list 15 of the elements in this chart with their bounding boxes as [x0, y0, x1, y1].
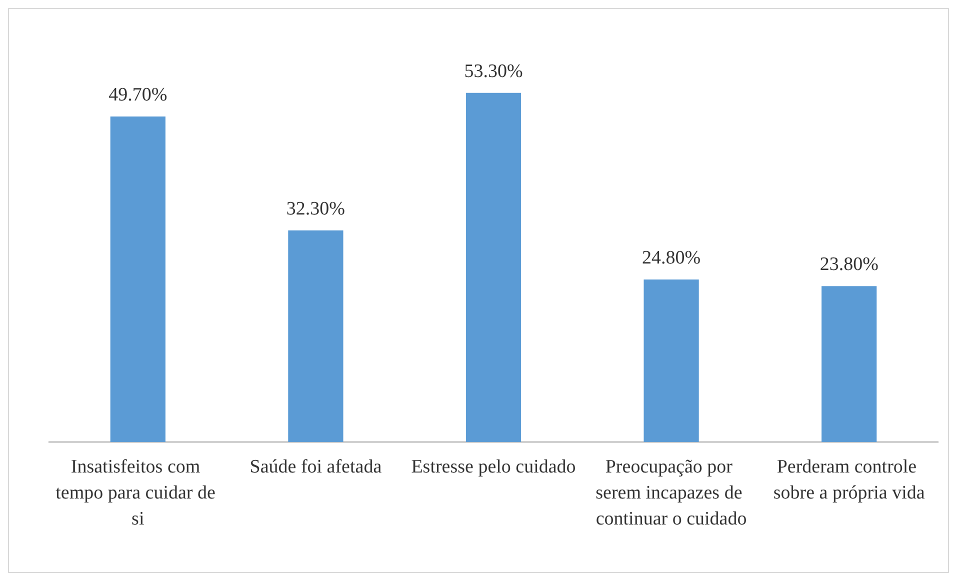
- data-label: 53.30%: [464, 60, 523, 82]
- data-label: 23.80%: [820, 254, 879, 276]
- x-tick-label: Estresse pelo cuidado: [411, 456, 576, 478]
- bar: [288, 230, 344, 442]
- x-tick-label: Saúde foi afetada: [250, 456, 382, 478]
- data-label: 49.70%: [108, 84, 168, 106]
- data-label: 32.30%: [286, 198, 346, 220]
- bar: [644, 280, 699, 442]
- data-label: 24.80%: [642, 248, 701, 269]
- x-tick-label: Insatisfeitos com tempo para cuidar de si: [56, 456, 220, 530]
- bar: [466, 92, 522, 442]
- bar: [110, 116, 166, 442]
- x-tick-label: Perderam controle sobre a própria vida: [773, 456, 926, 504]
- bar: [822, 286, 877, 442]
- x-tick-label: Preocupação por serem incapazes de continuar o cuidado: [596, 456, 747, 530]
